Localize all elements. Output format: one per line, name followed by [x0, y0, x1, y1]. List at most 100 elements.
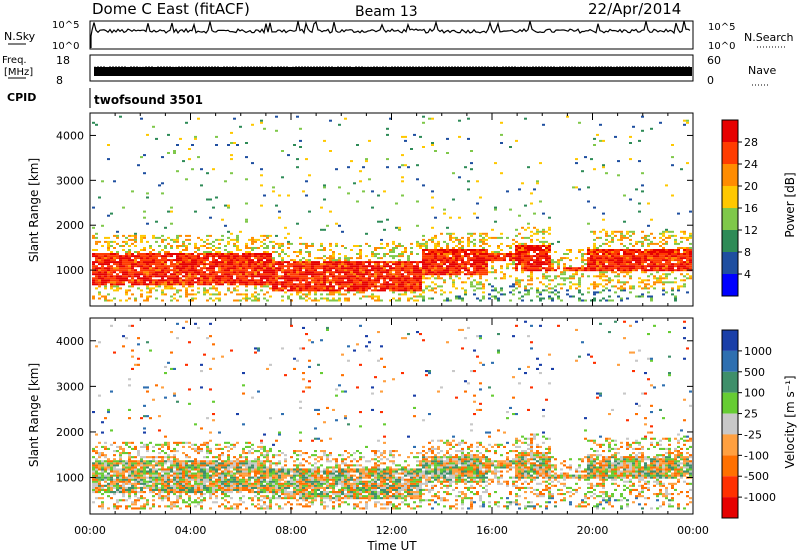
scatter-cell	[200, 245, 203, 247]
scatter-cell	[200, 271, 203, 274]
scatter-cell	[320, 287, 323, 290]
scatter-cell	[341, 277, 344, 280]
scatter-cell	[593, 285, 596, 288]
scatter-cell	[92, 501, 95, 504]
scatter-cell	[146, 386, 149, 389]
scatter-cell	[392, 249, 395, 251]
scatter-cell	[107, 273, 110, 276]
scatter-cell	[164, 255, 167, 258]
scatter-cell	[536, 247, 539, 249]
scatter-cell	[110, 287, 113, 290]
scatter-cell	[98, 486, 101, 489]
scatter-cell	[542, 236, 545, 239]
scatter-cell	[347, 192, 350, 195]
scatter-cell	[509, 275, 512, 278]
scatter-cell	[314, 275, 317, 278]
scatter-cell	[131, 283, 134, 286]
scatter-cell	[404, 275, 407, 278]
scatter-cell	[338, 291, 341, 294]
scatter-cell	[107, 257, 110, 260]
scatter-cell	[659, 261, 662, 264]
scatter-cell	[140, 253, 143, 255]
scatter-cell	[599, 257, 602, 260]
scatter-cell	[209, 198, 212, 201]
scatter-cell	[623, 289, 626, 292]
scatter-cell	[287, 285, 290, 288]
scatter-cell	[533, 261, 536, 264]
scatter-cell	[128, 249, 131, 251]
scatter-cell	[299, 269, 302, 272]
scatter-cell	[113, 275, 116, 278]
scatter-cell	[173, 460, 176, 463]
scatter-cell	[299, 249, 302, 251]
scatter-cell	[395, 245, 398, 247]
scatter-cell	[416, 261, 419, 264]
scatter-cell	[134, 275, 137, 278]
scatter-cell	[668, 249, 671, 251]
scatter-cell	[668, 273, 671, 276]
scatter-cell	[536, 228, 539, 231]
scatter-cell	[146, 255, 149, 258]
scatter-cell	[341, 293, 344, 296]
scatter-cell	[440, 271, 443, 274]
scatter-cell	[425, 285, 428, 288]
scatter-cell	[104, 456, 107, 459]
scatter-cell	[317, 271, 320, 274]
scatter-cell	[116, 289, 119, 292]
scatter-cell	[233, 263, 236, 266]
scatter-cell	[365, 289, 368, 292]
scatter-cell	[422, 273, 425, 276]
scatter-cell	[428, 259, 431, 262]
scatter-cell	[473, 269, 476, 272]
scatter-cell	[593, 293, 596, 296]
scatter-cell	[446, 249, 449, 251]
scatter-cell	[176, 283, 179, 286]
scatter-cell	[476, 202, 479, 205]
scatter-cell	[473, 293, 476, 296]
scatter-cell	[377, 267, 380, 270]
scatter-cell	[332, 263, 335, 266]
scatter-cell	[431, 226, 434, 229]
scatter-cell	[212, 259, 215, 262]
scatter-cell	[203, 273, 206, 276]
scatter-cell	[161, 460, 164, 463]
scatter-cell	[281, 289, 284, 292]
scatter-cell	[647, 275, 650, 278]
scatter-cell	[668, 263, 671, 266]
scatter-cell	[101, 497, 104, 500]
scatter-cell	[134, 464, 137, 467]
scatter-cell	[155, 240, 158, 243]
scatter-cell	[683, 123, 686, 126]
scatter-cell	[128, 269, 131, 272]
scatter-cell	[656, 251, 659, 253]
scatter-cell	[515, 263, 518, 266]
scatter-cell	[218, 267, 221, 270]
scatter-cell	[119, 470, 122, 473]
scatter-cell	[623, 271, 626, 274]
scatter-cell	[338, 261, 341, 264]
scatter-cell	[149, 287, 152, 290]
scatter-cell	[629, 198, 632, 201]
scatter-cell	[152, 236, 155, 239]
scatter-cell	[626, 247, 629, 249]
scatter-cell	[161, 259, 164, 262]
scatter-cell	[311, 285, 314, 288]
scatter-cell	[431, 240, 434, 243]
scatter-cell	[305, 271, 308, 274]
scatter-cell	[677, 242, 680, 245]
scatter-cell	[323, 228, 326, 231]
scatter-cell	[569, 281, 572, 284]
scatter-cell	[281, 277, 284, 280]
scatter-cell	[266, 253, 269, 255]
scatter-cell	[134, 238, 137, 241]
scatter-cell	[182, 271, 185, 274]
scatter-cell	[449, 275, 452, 278]
scatter-cell	[485, 251, 488, 253]
scatter-cell	[581, 299, 584, 302]
scatter-cell	[359, 289, 362, 292]
scatter-cell	[170, 470, 173, 473]
scatter-cell	[392, 263, 395, 266]
scatter-cell	[344, 293, 347, 296]
scatter-cell	[275, 242, 278, 245]
scatter-cell	[131, 265, 134, 268]
